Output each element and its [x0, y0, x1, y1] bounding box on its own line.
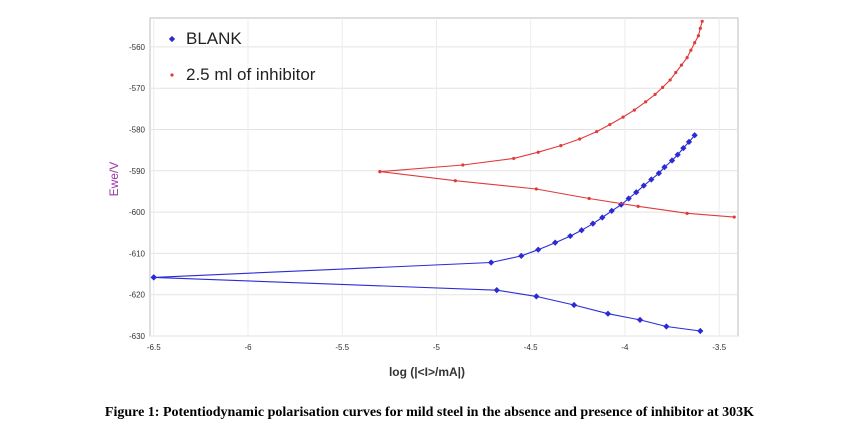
data-point [698, 26, 702, 30]
x-tick-labels: -6.5 -6 -5.5 -5 -4.5 -4 -3.5 [147, 343, 727, 352]
data-point [668, 78, 672, 82]
x-tick-label: -4.5 [524, 343, 538, 352]
y-axis-label: Ewe/V [107, 162, 121, 197]
data-point [595, 129, 599, 134]
y-tick-label: -610 [129, 249, 146, 258]
data-point [378, 170, 382, 174]
y-tick-label: -600 [129, 208, 146, 217]
legend-label: BLANK [186, 29, 242, 48]
data-point [453, 179, 457, 183]
legend-item: 2.5 ml of inhibitor [170, 65, 316, 84]
polarisation-chart: -560-570-580-590-600-610-620-630 -6.5 -6-… [107, 17, 739, 379]
data-point [621, 115, 625, 119]
series-blank [150, 132, 704, 335]
data-point [534, 187, 538, 191]
data-point [644, 100, 648, 104]
series-line [153, 276, 701, 332]
legend-label: 2.5 ml of inhibitor [186, 65, 316, 84]
data-point [578, 137, 582, 141]
data-point [608, 122, 612, 127]
data-point [674, 70, 678, 75]
data-point [533, 293, 540, 300]
series-line [153, 134, 696, 278]
data-point [488, 259, 495, 266]
data-point [700, 19, 704, 23]
data-point [685, 56, 689, 60]
x-tick-label: -5 [433, 343, 441, 352]
y-tick-label: -590 [129, 167, 146, 176]
data-point [493, 287, 500, 294]
data-point [461, 163, 465, 167]
x-axis-label: log (|<I>/mA|) [389, 365, 465, 379]
y-tick-labels: -560 -570 -580 -590 -600 -610 -620 -630 [129, 43, 146, 341]
data-point [518, 252, 525, 259]
x-tick-label: -5.5 [335, 343, 349, 352]
legend-item: BLANK [168, 29, 242, 48]
data-point [661, 85, 665, 89]
data-point [632, 108, 636, 112]
x-tick-label: -6.5 [147, 343, 161, 352]
y-tick-label: -630 [129, 332, 146, 341]
series-2-5-ml-of-inhibitor [378, 19, 736, 219]
y-tick-label: -580 [129, 126, 146, 135]
data-point [696, 34, 701, 38]
y-tick-label: -570 [129, 84, 146, 93]
data-point [636, 316, 644, 324]
legend: BLANK 2.5 ml of inhibitor [168, 29, 316, 84]
x-tick-label: -6 [244, 343, 252, 352]
data-point [587, 196, 591, 201]
data-point [685, 211, 689, 215]
x-tick-label: -3.5 [712, 343, 726, 352]
data-point [559, 144, 563, 148]
data-point [570, 301, 578, 309]
data-point [693, 41, 697, 45]
data-point [536, 150, 540, 154]
data-point [512, 156, 516, 161]
series-line [379, 21, 703, 173]
data-series [150, 19, 736, 335]
data-point [689, 48, 693, 52]
figure-caption: Figure 1: Potentiodynamic polarisation c… [104, 405, 755, 420]
x-tick-label: -4 [621, 343, 629, 352]
y-tick-label: -620 [129, 291, 146, 300]
data-point [170, 73, 174, 77]
data-point [732, 215, 736, 219]
y-tick-label: -560 [129, 43, 146, 52]
data-point [653, 92, 657, 97]
data-point [679, 63, 684, 67]
gridlines [150, 18, 738, 337]
data-point [636, 204, 640, 208]
data-point [168, 35, 176, 43]
